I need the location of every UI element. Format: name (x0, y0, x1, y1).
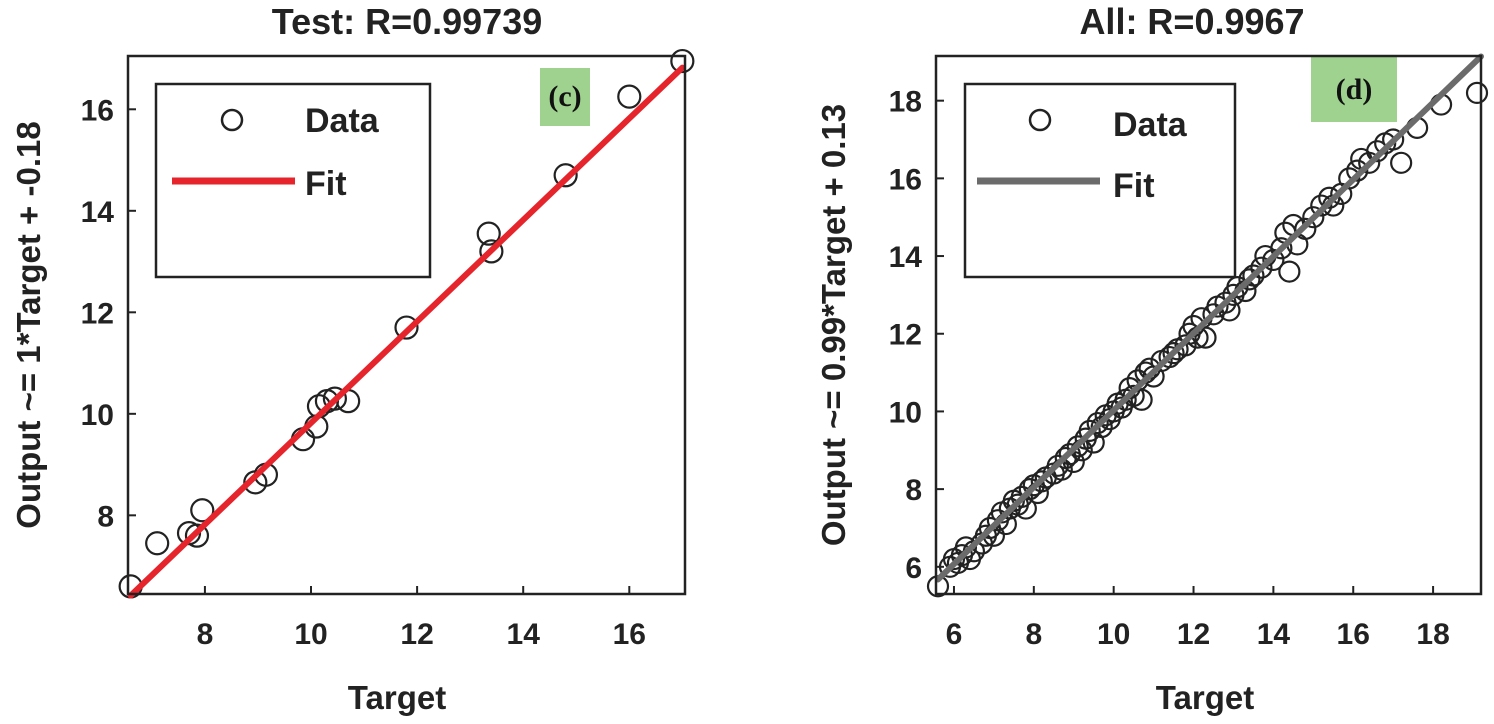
data-point (184, 523, 210, 548)
x-tick-label: 14 (507, 618, 541, 651)
data-point (1130, 388, 1153, 411)
data-point (1242, 264, 1265, 287)
plot-area (934, 54, 1483, 596)
x-tick-label: 10 (1097, 618, 1130, 651)
y-tick-label: 18 (889, 86, 922, 119)
fit-line (127, 64, 686, 599)
x-axis-label: Target (348, 679, 446, 716)
legend-data-marker-icon (1028, 108, 1052, 132)
x-tick-label: 12 (400, 618, 433, 651)
y-tick-label: 16 (889, 163, 922, 196)
chart-title: All: R=0.9967 (1079, 1, 1304, 42)
data-point (1278, 260, 1301, 283)
data-point (1310, 194, 1333, 217)
data-point (1262, 248, 1285, 272)
data-point (1390, 151, 1413, 174)
y-tick-label: 10 (81, 399, 114, 432)
y-axis-label: Output ~= 1*Target + -0.18 (10, 121, 47, 528)
data-point (394, 315, 419, 340)
x-tick-label: 8 (197, 618, 214, 651)
data-point (1158, 345, 1181, 369)
chart-title: Test: R=0.99739 (272, 1, 543, 42)
data-point (1346, 159, 1369, 182)
plot-area (126, 54, 687, 596)
data-point (1090, 415, 1113, 439)
chart-all: All: R=0.9967 (d) 6 8 10 12 14 16 18 6 8 10 12 14 16… (815, 1, 1489, 716)
x-tick-label: 16 (613, 618, 646, 651)
panel-label: (c) (548, 80, 581, 113)
data-point (190, 498, 215, 523)
legend-data-label: Data (1113, 106, 1188, 144)
data-point (479, 239, 504, 264)
panel-label-background (540, 68, 590, 126)
x-tick-label: 18 (1416, 618, 1449, 651)
data-point (1030, 470, 1053, 493)
data-point (553, 163, 578, 188)
x-tick-label: 6 (946, 618, 963, 651)
x-axis-label: Target (1156, 679, 1254, 716)
data-point (617, 84, 642, 109)
data-point (1250, 256, 1273, 279)
x-tick-label: 12 (1177, 618, 1210, 651)
y-tick-label: 10 (889, 396, 922, 429)
data-point (1046, 454, 1069, 477)
data-point (670, 48, 695, 74)
data-point (1066, 435, 1089, 458)
legend: Data Fit (963, 82, 1237, 279)
data-point (1238, 268, 1261, 291)
y-tick-label: 6 (905, 552, 922, 585)
x-tick-label: 16 (1337, 618, 1370, 651)
y-tick-label: 14 (81, 196, 115, 229)
data-point (1302, 206, 1325, 229)
legend-data-label: Data (305, 102, 380, 140)
data-point (1270, 237, 1293, 260)
data-point (1194, 326, 1217, 349)
y-tick-label: 14 (889, 241, 923, 274)
data-point (1294, 217, 1317, 240)
x-tick-label: 14 (1257, 618, 1291, 651)
y-tick-label: 12 (889, 319, 922, 352)
data-point (1174, 334, 1197, 357)
tick-labels: 6 8 10 12 14 16 18 6 8 10 12 14 16 18 (889, 86, 1450, 651)
x-tick-label: 8 (1025, 618, 1042, 651)
data-point (1465, 81, 1489, 105)
chart-test: Test: R=0.99739 (c) 8 10 12 14 16 8 10 12 14 16 D… (10, 1, 695, 716)
panel-label-background (1311, 56, 1397, 122)
panel-label: (d) (1336, 73, 1373, 106)
x-tick-label: 10 (294, 618, 327, 651)
y-tick-label: 8 (905, 474, 922, 507)
legend-fit-label: Fit (305, 165, 347, 203)
legend-data-marker-icon (220, 108, 244, 132)
data-point (145, 531, 170, 556)
y-axis-label: Output ~= 0.99*Target + 0.13 (815, 104, 852, 546)
data-point (1382, 128, 1405, 151)
data-point (1358, 151, 1381, 174)
data-point (322, 386, 347, 411)
data-point (1162, 342, 1185, 365)
data-point (1338, 167, 1361, 190)
y-tick-label: 8 (97, 500, 114, 533)
data-point (476, 221, 501, 246)
data-point (1366, 140, 1389, 163)
tick-labels: 8 10 12 14 16 8 10 12 14 16 (81, 94, 646, 651)
data-point (1086, 411, 1109, 435)
y-tick-label: 16 (81, 94, 114, 127)
legend-fit-label: Fit (1113, 167, 1155, 205)
legend: Data Fit (154, 82, 432, 279)
y-tick-label: 12 (81, 297, 114, 330)
data-point (1010, 485, 1033, 508)
fit-line (934, 53, 1484, 583)
data-point (1078, 419, 1101, 442)
